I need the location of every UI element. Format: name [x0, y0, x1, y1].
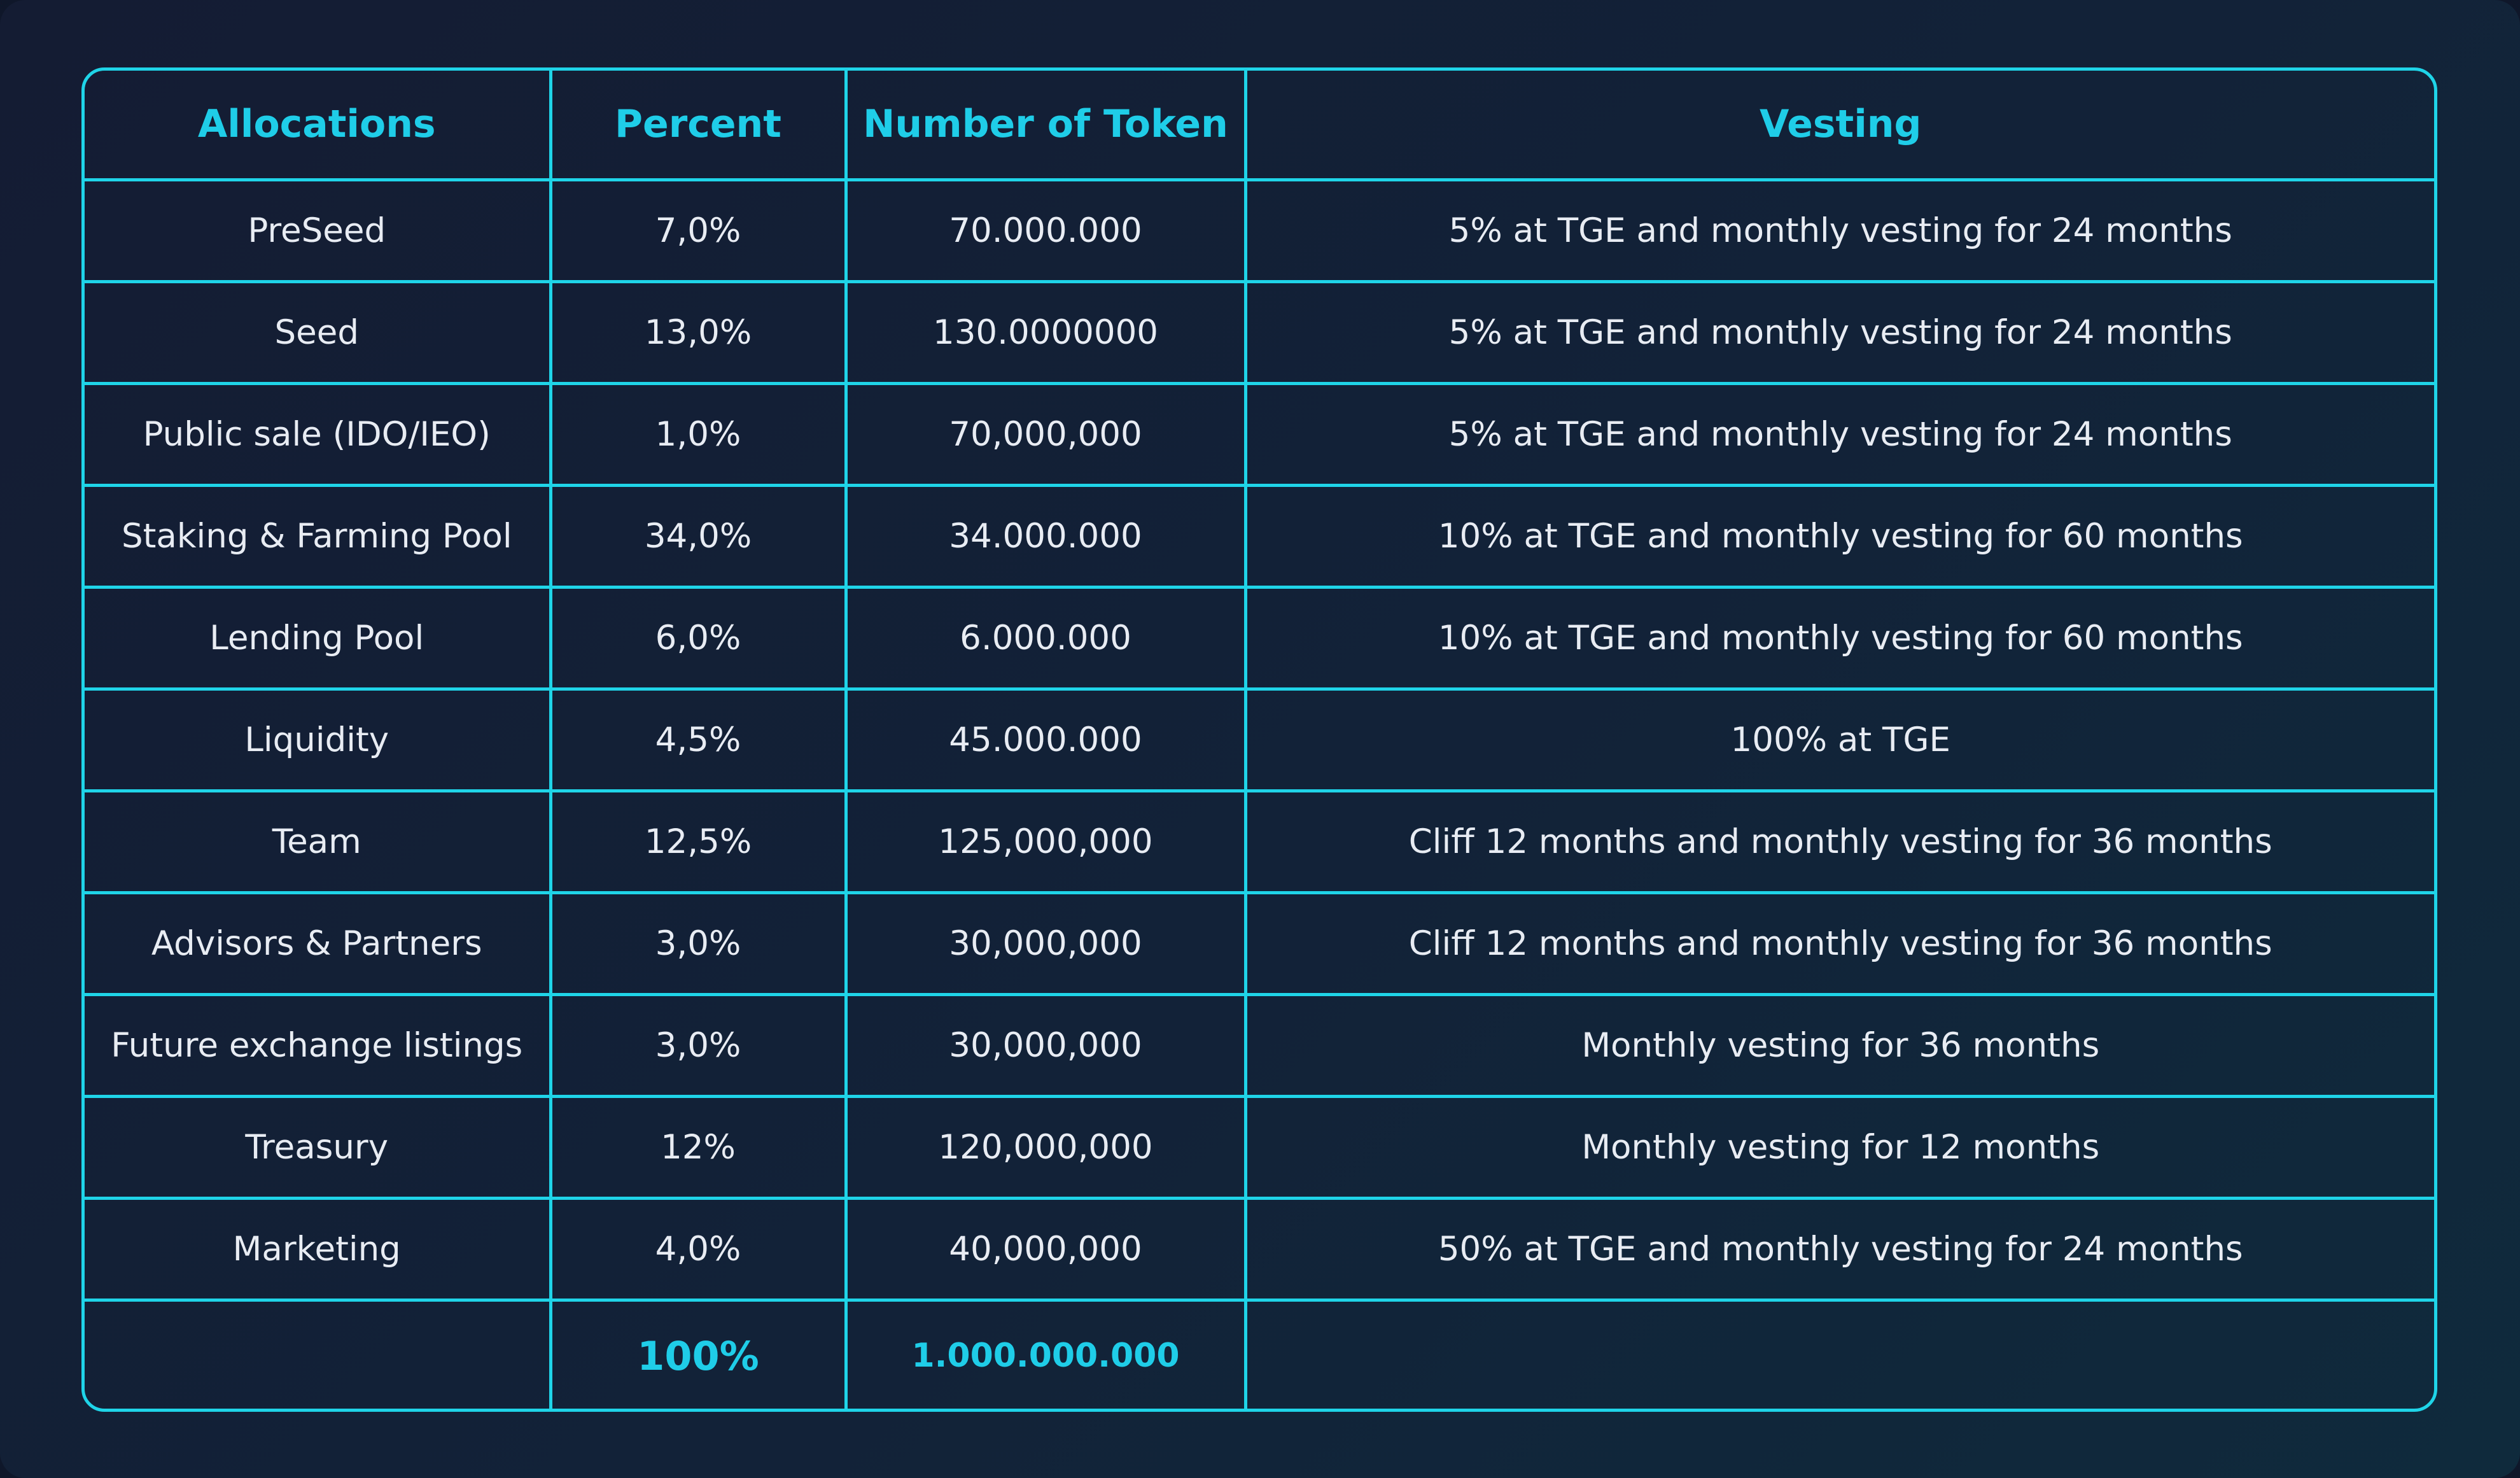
token-count-cell: 125,000,000	[844, 789, 1247, 894]
percent-cell: 12%	[549, 1094, 848, 1200]
percent-cell: 6,0%	[549, 585, 848, 691]
vesting-cell: 50% at TGE and monthly vesting for 24 mo…	[1243, 1196, 2434, 1302]
table-row: Liquidity 4,5% 45.000.000 100% at TGE	[85, 687, 2434, 792]
total-allocation-cell	[85, 1298, 552, 1409]
allocation-cell: Liquidity	[85, 687, 552, 792]
token-count-cell: 130.0000000	[844, 279, 1247, 385]
column-header-percent: Percent	[549, 71, 848, 181]
percent-cell: 7,0%	[549, 178, 848, 283]
table-row: Seed 13,0% 130.0000000 5% at TGE and mon…	[85, 279, 2434, 385]
allocation-cell: Treasury	[85, 1094, 552, 1200]
percent-cell: 4,0%	[549, 1196, 848, 1302]
token-count-cell: 30,000,000	[844, 992, 1247, 1098]
vesting-cell: 5% at TGE and monthly vesting for 24 mon…	[1243, 178, 2434, 283]
table-header-row: Allocations Percent Number of Token Vest…	[85, 71, 2434, 181]
table-row: PreSeed 7,0% 70.000.000 5% at TGE and mo…	[85, 178, 2434, 283]
token-count-cell: 120,000,000	[844, 1094, 1247, 1200]
table-row: Future exchange listings 3,0% 30,000,000…	[85, 992, 2434, 1098]
vesting-cell: Cliff 12 months and monthly vesting for …	[1243, 789, 2434, 894]
allocation-cell: Lending Pool	[85, 585, 552, 691]
token-count-cell: 34.000.000	[844, 483, 1247, 589]
table-row: Lending Pool 6,0% 6.000.000 10% at TGE a…	[85, 585, 2434, 691]
table-row: Advisors & Partners 3,0% 30,000,000 Clif…	[85, 890, 2434, 996]
percent-cell: 1,0%	[549, 381, 848, 487]
allocation-cell: PreSeed	[85, 178, 552, 283]
allocation-table: Allocations Percent Number of Token Vest…	[81, 67, 2437, 1412]
vesting-cell: 100% at TGE	[1243, 687, 2434, 792]
percent-cell: 34,0%	[549, 483, 848, 589]
vesting-cell: Cliff 12 months and monthly vesting for …	[1243, 890, 2434, 996]
table-row: Treasury 12% 120,000,000 Monthly vesting…	[85, 1094, 2434, 1200]
percent-cell: 3,0%	[549, 890, 848, 996]
total-percent-cell: 100%	[549, 1298, 848, 1409]
vesting-cell: 5% at TGE and monthly vesting for 24 mon…	[1243, 279, 2434, 385]
percent-cell: 13,0%	[549, 279, 848, 385]
column-header-number-of-token: Number of Token	[844, 71, 1247, 181]
table-row: Team 12,5% 125,000,000 Cliff 12 months a…	[85, 789, 2434, 894]
table-row: Public sale (IDO/IEO) 1,0% 70,000,000 5%…	[85, 381, 2434, 487]
token-count-cell: 6.000.000	[844, 585, 1247, 691]
table-row: Staking & Farming Pool 34,0% 34.000.000 …	[85, 483, 2434, 589]
allocation-cell: Future exchange listings	[85, 992, 552, 1098]
total-row: 100% 1.000.000.000	[85, 1298, 2434, 1409]
percent-cell: 3,0%	[549, 992, 848, 1098]
allocation-cell: Staking & Farming Pool	[85, 483, 552, 589]
allocation-cell: Marketing	[85, 1196, 552, 1302]
allocation-cell: Public sale (IDO/IEO)	[85, 381, 552, 487]
allocation-cell: Team	[85, 789, 552, 894]
allocation-cell: Seed	[85, 279, 552, 385]
column-header-allocations: Allocations	[85, 71, 552, 181]
vesting-cell: 5% at TGE and monthly vesting for 24 mon…	[1243, 381, 2434, 487]
token-count-cell: 70.000.000	[844, 178, 1247, 283]
table-row: Marketing 4,0% 40,000,000 50% at TGE and…	[85, 1196, 2434, 1302]
percent-cell: 4,5%	[549, 687, 848, 792]
vesting-cell: Monthly vesting for 12 months	[1243, 1094, 2434, 1200]
token-count-cell: 70,000,000	[844, 381, 1247, 487]
total-vesting-cell	[1243, 1298, 2434, 1409]
token-count-cell: 40,000,000	[844, 1196, 1247, 1302]
token-count-cell: 45.000.000	[844, 687, 1247, 792]
allocation-cell: Advisors & Partners	[85, 890, 552, 996]
total-token-count-cell: 1.000.000.000	[844, 1298, 1247, 1409]
token-count-cell: 30,000,000	[844, 890, 1247, 996]
vesting-cell: Monthly vesting for 36 months	[1243, 992, 2434, 1098]
percent-cell: 12,5%	[549, 789, 848, 894]
vesting-cell: 10% at TGE and monthly vesting for 60 mo…	[1243, 483, 2434, 589]
column-header-vesting: Vesting	[1243, 71, 2434, 181]
vesting-cell: 10% at TGE and monthly vesting for 60 mo…	[1243, 585, 2434, 691]
